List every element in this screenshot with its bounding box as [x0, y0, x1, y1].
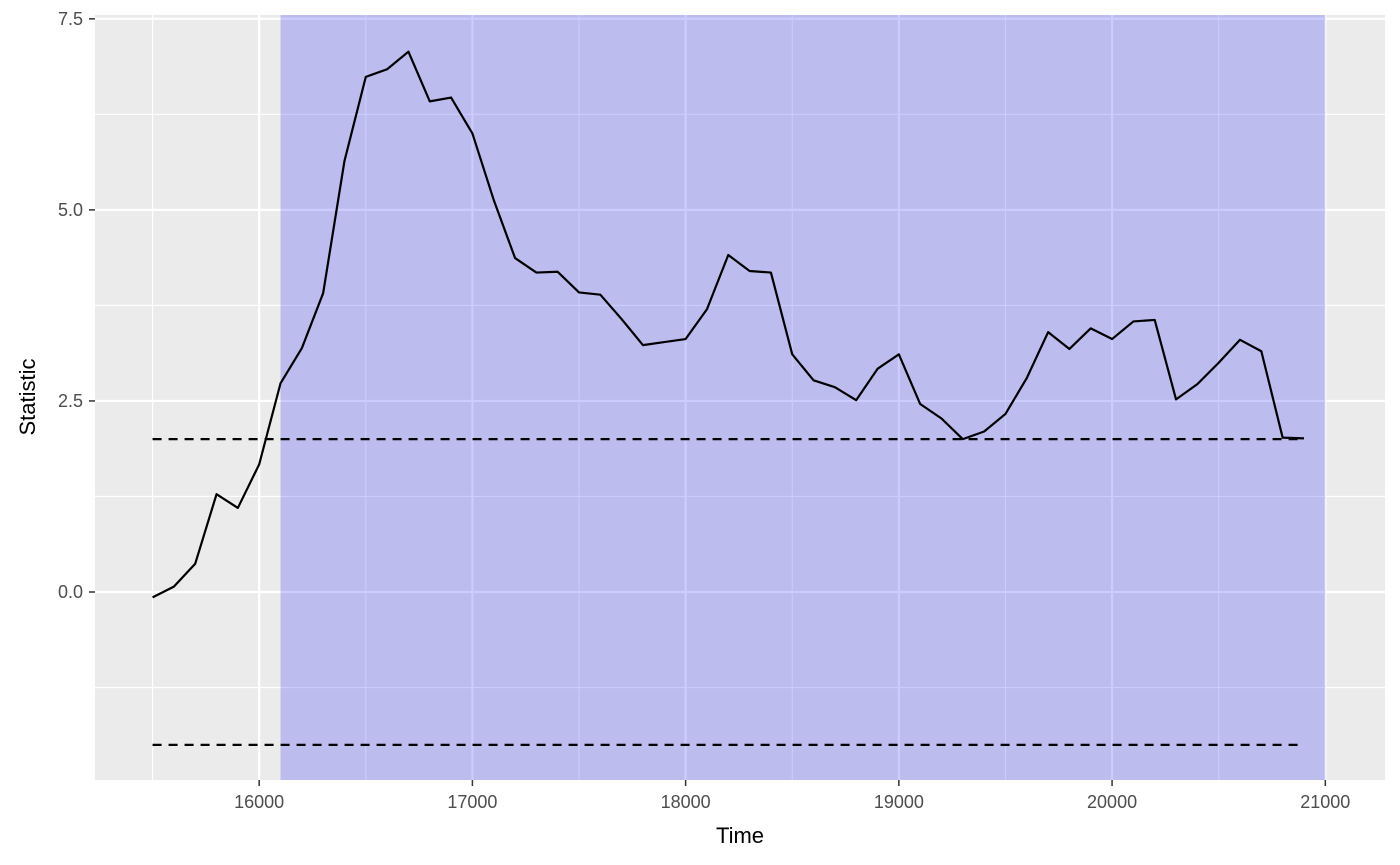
x-axis: 16000 17000 18000 19000 20000 21000: [234, 780, 1350, 812]
shaded-region: [280, 15, 1326, 780]
panel-background: [95, 15, 1385, 780]
x-tick-label: 17000: [447, 792, 497, 812]
x-tick-label: 18000: [661, 792, 711, 812]
series-line: [152, 50, 1305, 599]
y-axis: 0.0 2.5 5.0 7.5: [58, 9, 95, 602]
y-tick-label: 2.5: [58, 391, 83, 411]
x-tick-label: 16000: [234, 792, 284, 812]
x-tick-label: 20000: [1087, 792, 1137, 812]
y-tick-label: 0.0: [58, 582, 83, 602]
x-tick-label: 19000: [874, 792, 924, 812]
y-tick-label: 7.5: [58, 9, 83, 29]
x-axis-title: Time: [716, 823, 764, 848]
x-tick-label: 21000: [1300, 792, 1350, 812]
grid-major: [95, 15, 1385, 780]
y-tick-label: 5.0: [58, 200, 83, 220]
grid-minor: [95, 15, 1385, 780]
y-axis-title: Statistic: [15, 358, 40, 435]
